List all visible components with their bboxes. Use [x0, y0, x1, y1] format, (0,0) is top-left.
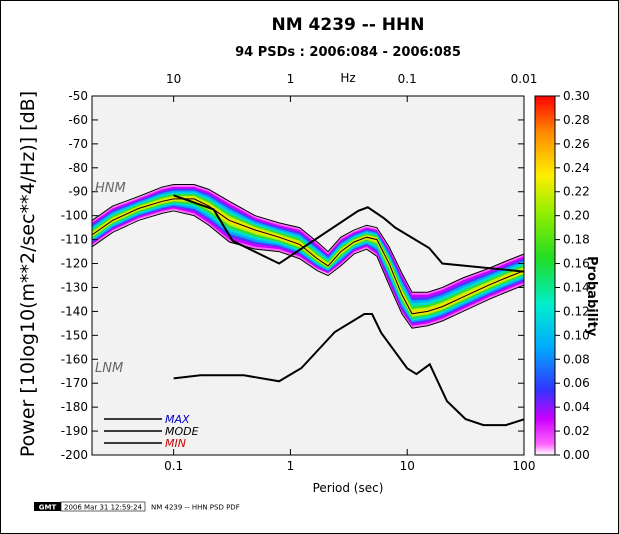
- x-tick-label: 0.1: [164, 459, 183, 473]
- colorbar-tick-label: 0.16: [563, 257, 590, 271]
- legend-min: MIN: [165, 437, 186, 450]
- colorbar-tick-label: 0.18: [563, 233, 590, 247]
- gmt-logo-text: GMT: [39, 504, 57, 512]
- colorbar-tick-label: 0.00: [563, 448, 590, 462]
- x-tick-label: 100: [513, 459, 536, 473]
- footer-caption: NM 4239 -- HHN PSD PDF: [151, 504, 240, 512]
- gmt-logo: [34, 502, 61, 511]
- colorbar-tick-label: 0.06: [563, 376, 590, 390]
- y-tick-label: -150: [61, 328, 88, 342]
- plot-background: [92, 96, 524, 455]
- footer-timestamp: 2006 Mar 31 12:59:24: [64, 504, 143, 512]
- mode-curve: [92, 198, 524, 315]
- y-tick-label: -70: [68, 137, 88, 151]
- x-axis-label: Period (sec): [313, 481, 384, 495]
- y-tick-label: -60: [68, 113, 88, 127]
- y-tick-label: -110: [61, 233, 88, 247]
- chart-title: NM 4239 -- HHN: [271, 15, 424, 35]
- colorbar-tick-label: 0.08: [563, 352, 590, 366]
- colorbar: [534, 95, 556, 456]
- colorbar-tick-label: 0.24: [563, 161, 590, 175]
- hz-label: Hz: [340, 71, 355, 85]
- x-tick-label: 1: [287, 459, 295, 473]
- min-curve: [92, 210, 524, 329]
- lnm-curve: [173, 313, 524, 427]
- hnm-annotation: HNM: [95, 181, 126, 196]
- pdf-band-yellow: [92, 197, 524, 316]
- timestamp-box: [60, 501, 146, 512]
- hz-tick-label: 1: [287, 72, 295, 86]
- colorbar-tick-label: 0.10: [563, 328, 590, 342]
- y-tick-label: -120: [61, 257, 88, 271]
- colorbar-tick-label: 0.20: [563, 209, 590, 223]
- legend-max: MAX: [165, 413, 190, 426]
- y-tick-label: -160: [61, 352, 88, 366]
- legend-mode: MODE: [165, 425, 199, 438]
- y-tick-label: -170: [61, 376, 88, 390]
- y-tick-label: -100: [61, 209, 88, 223]
- y-tick-label: -140: [61, 304, 88, 318]
- hnm-curve: [173, 194, 524, 273]
- colorbar-tick-label: 0.28: [563, 113, 590, 127]
- colorbar-tick-label: 0.30: [563, 89, 590, 103]
- colorbar-tick-label: 0.12: [563, 304, 590, 318]
- max-curve: [92, 184, 524, 293]
- y-tick-label: -130: [61, 280, 88, 294]
- pdf-band-yellowgreen: [92, 195, 524, 317]
- y-tick-label: -180: [61, 400, 88, 414]
- footer: GMT 2006 Mar 31 12:59:24 NM 4239 -- HHN …: [34, 501, 240, 512]
- colorbar-tick-label: 0.02: [563, 424, 590, 438]
- y-axis-label: Power [10log10(m**2/sec**4/Hz)] [dB]: [17, 91, 39, 457]
- y-tick-label: -50: [68, 89, 88, 103]
- hz-tick-label: 0.1: [398, 72, 417, 86]
- y-tick-label: -80: [68, 161, 88, 175]
- hz-tick-label: 10: [166, 72, 181, 86]
- y-tick-label: -190: [61, 424, 88, 438]
- colorbar-tick-label: 0.22: [563, 185, 590, 199]
- colorbar-tick-label: 0.04: [563, 400, 590, 414]
- lnm-annotation: LNM: [95, 361, 123, 376]
- pdf-band-green: [92, 194, 524, 319]
- pdf-band-cyan: [92, 192, 524, 321]
- legend: MAX MODE MIN: [104, 413, 199, 450]
- y-tick-label: -200: [61, 448, 88, 462]
- hz-tick-label: 0.01: [511, 72, 538, 86]
- colorbar-label: Probability: [584, 256, 599, 337]
- chart-subtitle: 94 PSDs : 2006:084 - 2006:085: [235, 45, 461, 60]
- y-tick-label: -90: [68, 185, 88, 199]
- plot-border: [91, 95, 525, 456]
- colorbar-tick-label: 0.26: [563, 137, 590, 151]
- colorbar-tick-label: 0.14: [563, 280, 590, 294]
- x-tick-label: 10: [400, 459, 415, 473]
